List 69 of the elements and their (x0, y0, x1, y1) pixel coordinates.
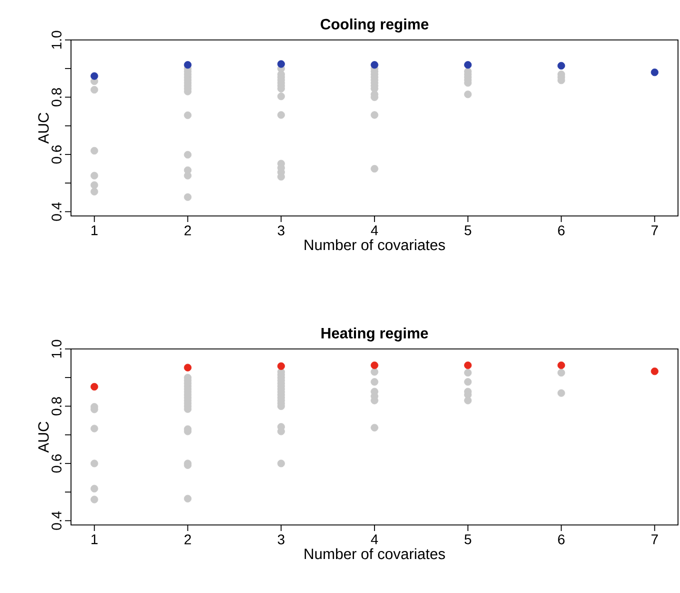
point (90, 382, 98, 391)
point (370, 424, 378, 432)
point (90, 424, 98, 432)
y-tick-label: 0.8 (52, 397, 62, 416)
y-tick-label: 0.4 (52, 202, 62, 221)
y-tick-label: 1.0 (52, 30, 62, 49)
point (90, 72, 98, 80)
point (184, 193, 192, 201)
point (464, 61, 472, 69)
point (464, 378, 472, 386)
point (90, 181, 98, 189)
point (557, 389, 566, 397)
point (650, 68, 658, 76)
x-tick-label: 4 (370, 534, 378, 544)
x-tick-label: 6 (558, 225, 565, 236)
x-axis-title: Number of covariates (304, 548, 445, 560)
point (370, 368, 378, 376)
y-axis-title: AUC (38, 422, 49, 453)
point (90, 496, 98, 504)
point (184, 494, 192, 502)
x-tick-label: 6 (558, 534, 565, 544)
point (277, 60, 285, 68)
x-tick-label: 2 (184, 534, 191, 544)
point (277, 92, 285, 100)
point (370, 362, 378, 370)
point (464, 396, 472, 404)
point (90, 484, 98, 492)
x-tick-label: 5 (464, 226, 472, 236)
point (277, 362, 285, 370)
chart-title: Cooling regime (320, 18, 428, 32)
point (90, 86, 98, 94)
point (90, 172, 98, 180)
y-tick-label: 0.6 (52, 454, 62, 473)
y-axis-title: AUC (38, 112, 49, 144)
point (650, 368, 658, 376)
point (370, 61, 378, 69)
point (557, 362, 566, 370)
point (557, 368, 566, 377)
point (277, 460, 285, 468)
point (557, 62, 566, 70)
chart-title: Heating regime (322, 327, 428, 342)
x-tick-label: 2 (184, 225, 191, 236)
x-tick-label: 3 (278, 225, 284, 236)
x-tick-label: 1 (92, 226, 98, 236)
x-tick-label: 7 (652, 226, 658, 236)
x-tick-label: 3 (278, 534, 284, 544)
y-tick-label: 0.6 (52, 145, 62, 164)
x-tick-label: 7 (652, 534, 658, 544)
point (464, 368, 472, 377)
y-tick-label: 0.8 (52, 88, 62, 106)
point (370, 378, 378, 386)
point (464, 362, 472, 370)
point (90, 188, 98, 196)
point (370, 111, 378, 119)
point (370, 164, 378, 173)
y-tick-label: 0.4 (52, 511, 62, 530)
x-axis-title: Number of covariates (304, 239, 445, 250)
x-tick-label: 1 (92, 534, 98, 544)
point (184, 150, 192, 159)
point (184, 61, 192, 69)
point (277, 111, 285, 119)
y-tick-label: 1.0 (52, 340, 62, 358)
point (90, 460, 98, 468)
point (184, 111, 192, 120)
x-tick-label: 5 (464, 534, 472, 544)
point (90, 146, 98, 155)
x-tick-label: 4 (370, 226, 378, 236)
point (184, 364, 192, 372)
point (464, 90, 472, 98)
